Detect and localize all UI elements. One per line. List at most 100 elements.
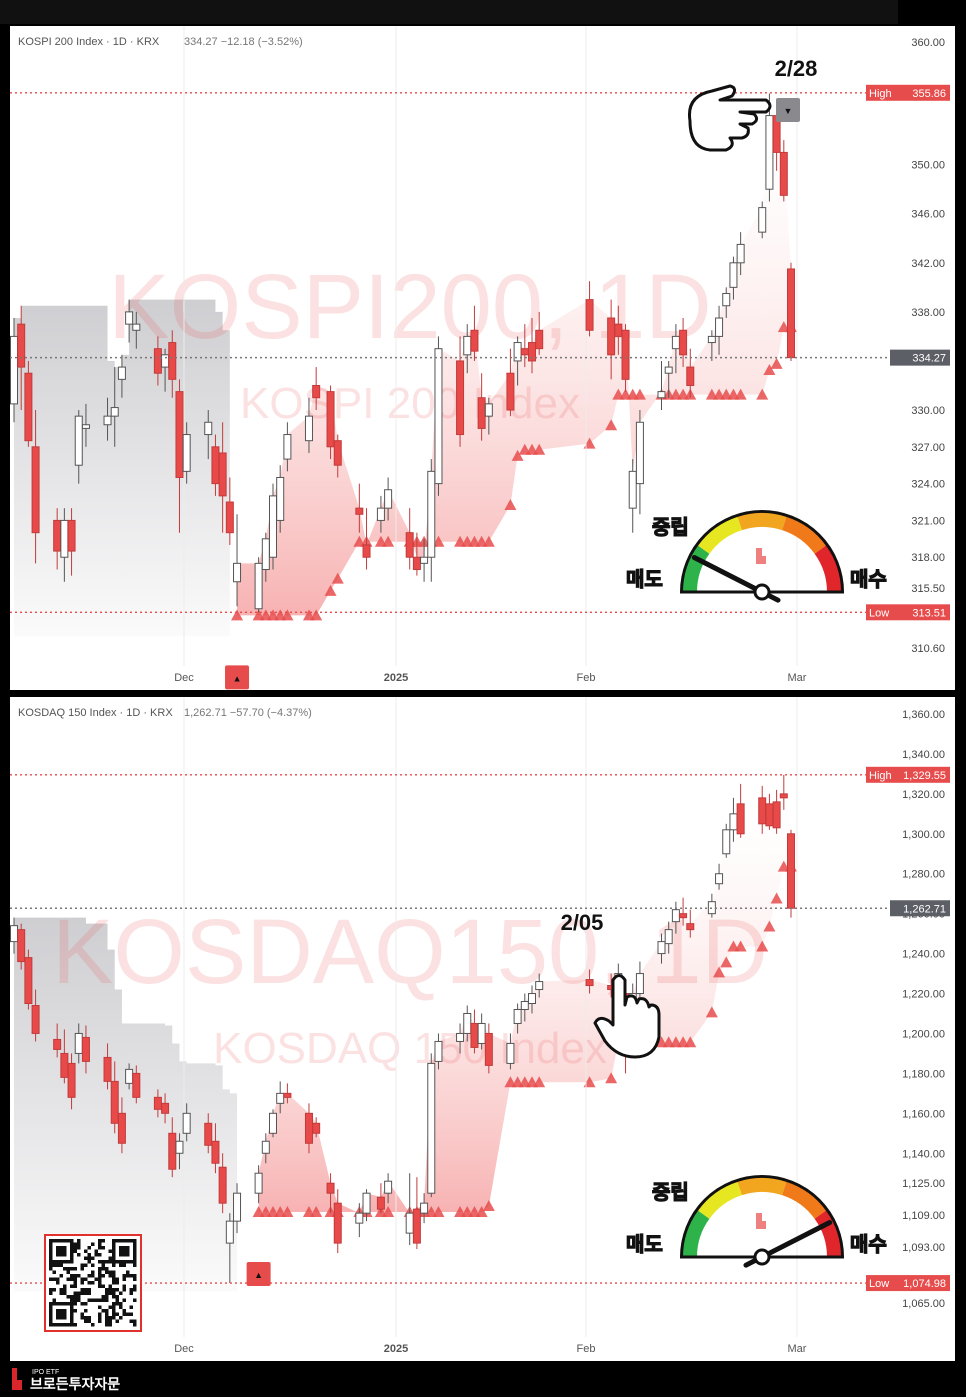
- qr-module: [108, 1270, 112, 1274]
- candle-body: [132, 1072, 141, 1098]
- y-tick-label: 1,140.00: [902, 1148, 945, 1160]
- downtrend-band: [14, 917, 238, 1292]
- qr-module: [80, 1267, 84, 1271]
- high-value: 355.86: [912, 88, 946, 100]
- qr-module: [87, 1291, 91, 1295]
- qr-module: [52, 1288, 56, 1292]
- qr-module: [122, 1277, 126, 1281]
- candle-body: [225, 1220, 234, 1244]
- qr-finder: [56, 1309, 67, 1320]
- candle-body: [427, 1062, 436, 1194]
- qr-module: [70, 1277, 74, 1281]
- candle-body: [10, 925, 18, 943]
- y-tick-label: 346.00: [911, 209, 945, 221]
- candle-body: [60, 519, 69, 558]
- candle-body: [304, 1112, 313, 1144]
- candle-body: [17, 929, 26, 963]
- trail-triangle: [533, 1076, 546, 1088]
- candle-body: [153, 1096, 162, 1110]
- qr-module: [73, 1246, 77, 1250]
- gauge-segment: [683, 1210, 710, 1258]
- trail-triangle: [511, 449, 524, 461]
- qr-module: [101, 1295, 105, 1299]
- qr-module: [73, 1284, 77, 1288]
- trail-triangle: [734, 940, 747, 952]
- qr-module: [122, 1288, 126, 1292]
- qr-module: [87, 1288, 91, 1292]
- trail-triangle: [231, 609, 244, 621]
- candle-body: [175, 391, 184, 478]
- qr-module: [98, 1305, 102, 1309]
- y-tick-label: 318.00: [911, 552, 945, 564]
- candle-body: [254, 562, 263, 610]
- candle-body: [60, 1052, 69, 1078]
- qr-module: [87, 1298, 91, 1302]
- candle-body: [326, 1182, 335, 1194]
- candle-body: [312, 384, 321, 399]
- y-tick-label: 1,160.00: [902, 1108, 945, 1120]
- trail-triangle: [705, 1006, 718, 1018]
- candle-body: [671, 909, 680, 923]
- candle-body: [168, 1132, 177, 1170]
- candle-body: [484, 403, 493, 417]
- low-value: 313.51: [912, 607, 946, 619]
- qr-module: [94, 1253, 98, 1257]
- qr-module: [98, 1298, 102, 1302]
- qr-module: [112, 1277, 116, 1281]
- qr-module: [108, 1256, 112, 1260]
- qr-code[interactable]: [44, 1234, 142, 1332]
- candle-body: [81, 1036, 90, 1062]
- qr-module: [98, 1316, 102, 1320]
- qr-module: [63, 1288, 67, 1292]
- high-label: High: [869, 88, 892, 100]
- qr-module: [101, 1267, 105, 1271]
- brand-logo: IPO ETF 브로든투자자문: [8, 1366, 132, 1392]
- candle-body: [218, 452, 227, 497]
- qr-module: [84, 1263, 88, 1267]
- trail-triangle: [605, 1072, 618, 1084]
- qr-module: [91, 1323, 95, 1327]
- qr-module: [115, 1277, 119, 1281]
- qr-module: [80, 1312, 84, 1316]
- candle-body: [117, 1112, 126, 1144]
- qr-module: [80, 1291, 84, 1295]
- candle-body: [161, 1102, 170, 1114]
- y-tick-label: 327.00: [911, 442, 945, 454]
- trail-triangle: [482, 535, 495, 547]
- qr-module: [70, 1298, 74, 1302]
- kospi-chart-svg: ▲ KOSPI200, 1D KOSPI 200 Index 360.00 350.00…: [10, 26, 950, 690]
- x-axis-label: Mar: [788, 672, 807, 684]
- candle-body: [24, 957, 33, 1005]
- qr-module: [94, 1277, 98, 1281]
- qr-module: [119, 1302, 123, 1306]
- y-tick-label: 342.00: [911, 258, 945, 270]
- candle-body: [528, 993, 536, 1005]
- qr-module: [59, 1291, 63, 1295]
- y-tick-label: 1,125.00: [902, 1178, 945, 1190]
- buy-signal-marker: [246, 1262, 271, 1287]
- qr-module: [122, 1274, 126, 1278]
- gauge-neutral-label: 중립: [652, 1181, 689, 1204]
- qr-module: [84, 1291, 88, 1295]
- candle-body: [585, 299, 594, 331]
- y-tick-label: 1,093.00: [902, 1242, 945, 1254]
- qr-module: [112, 1302, 116, 1306]
- trail-triangle: [382, 1206, 395, 1218]
- candle-body: [535, 329, 544, 350]
- gauge-segment: [781, 1181, 826, 1220]
- qr-module: [112, 1291, 116, 1295]
- gauge-segment: [781, 516, 826, 555]
- candle-body: [736, 803, 745, 835]
- qr-module: [52, 1298, 56, 1302]
- qr-module: [108, 1284, 112, 1288]
- qr-module: [108, 1323, 112, 1327]
- candle-body: [269, 1112, 277, 1134]
- candle-body: [614, 323, 623, 337]
- candle-body: [686, 923, 695, 931]
- candle-body: [225, 501, 234, 534]
- qr-module: [105, 1319, 109, 1323]
- qr-module: [108, 1291, 112, 1295]
- trail-triangle: [763, 920, 776, 932]
- qr-module: [73, 1267, 77, 1271]
- qr-module: [98, 1312, 102, 1316]
